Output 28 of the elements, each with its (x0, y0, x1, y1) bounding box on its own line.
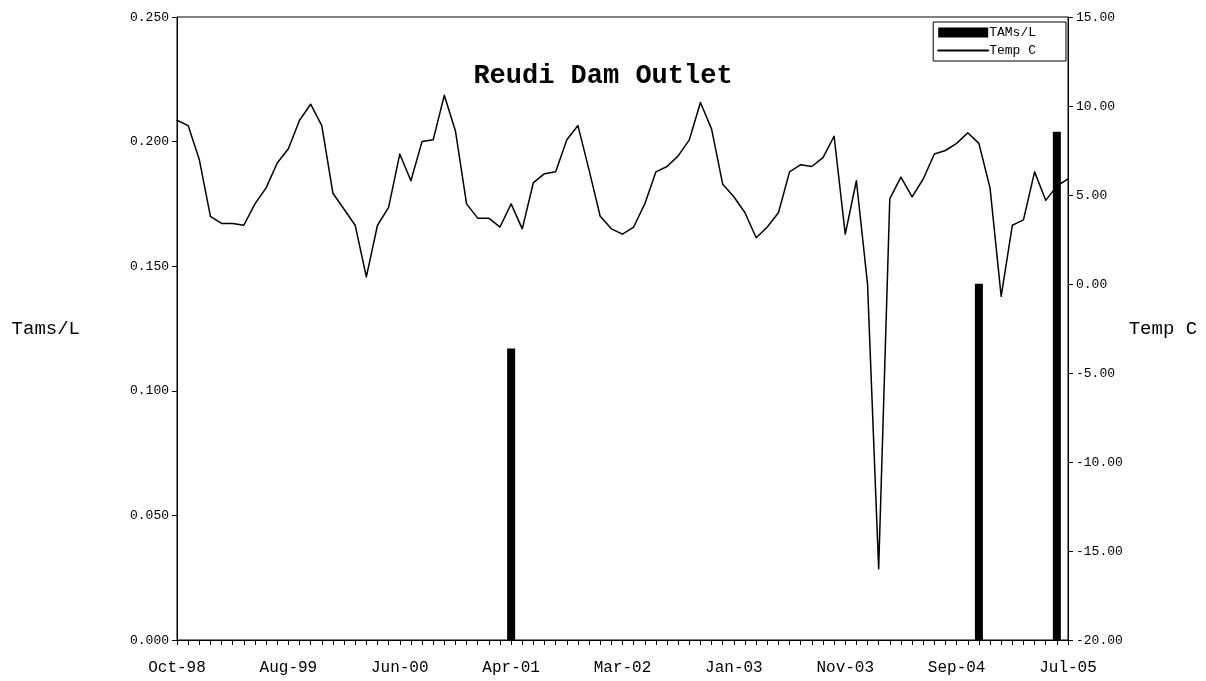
x-tick-label: Oct-98 (148, 659, 206, 677)
legend-label: Temp C (989, 43, 1037, 58)
y2-tick-label: 5.00 (1076, 187, 1108, 203)
y2-tick-label: -5.00 (1076, 365, 1116, 381)
x-tick-label: Apr-01 (482, 659, 540, 677)
x-tick-label: Jan-03 (705, 659, 763, 677)
text: Reudi Dam Outlet (473, 60, 733, 91)
y2-tick-label: 0.00 (1076, 276, 1108, 292)
y-tick-label: 0.100 (129, 383, 169, 399)
y2-tick-label: -15.00 (1076, 543, 1123, 559)
x-tick-label: Aug-99 (259, 659, 318, 677)
y2-tick-label: 15.00 (1076, 9, 1116, 25)
x-tick-label: Nov-03 (816, 659, 875, 677)
x-tick-label: Jul-05 (1039, 659, 1097, 677)
y2-tick-label: -20.00 (1076, 632, 1123, 648)
y-tick-label: 0.150 (129, 258, 169, 274)
y-tick-label: 0.000 (129, 632, 169, 648)
y2-tick-label: -10.00 (1076, 454, 1123, 470)
legend-label: TAMs/L (989, 25, 1036, 40)
x-tick-label: Sep-04 (927, 659, 986, 677)
y-tick-label: 0.050 (129, 507, 169, 523)
y-tick-label: 0.200 (129, 134, 169, 150)
y2-tick-label: 10.00 (1076, 98, 1116, 114)
y-tick-label: 0.250 (129, 9, 169, 25)
y-axis-title: Tams/L (11, 317, 80, 340)
x-tick-label: Jun-00 (370, 659, 429, 677)
x-tick-label: Mar-02 (593, 659, 652, 677)
y2-axis-title: Temp C (1128, 317, 1198, 340)
